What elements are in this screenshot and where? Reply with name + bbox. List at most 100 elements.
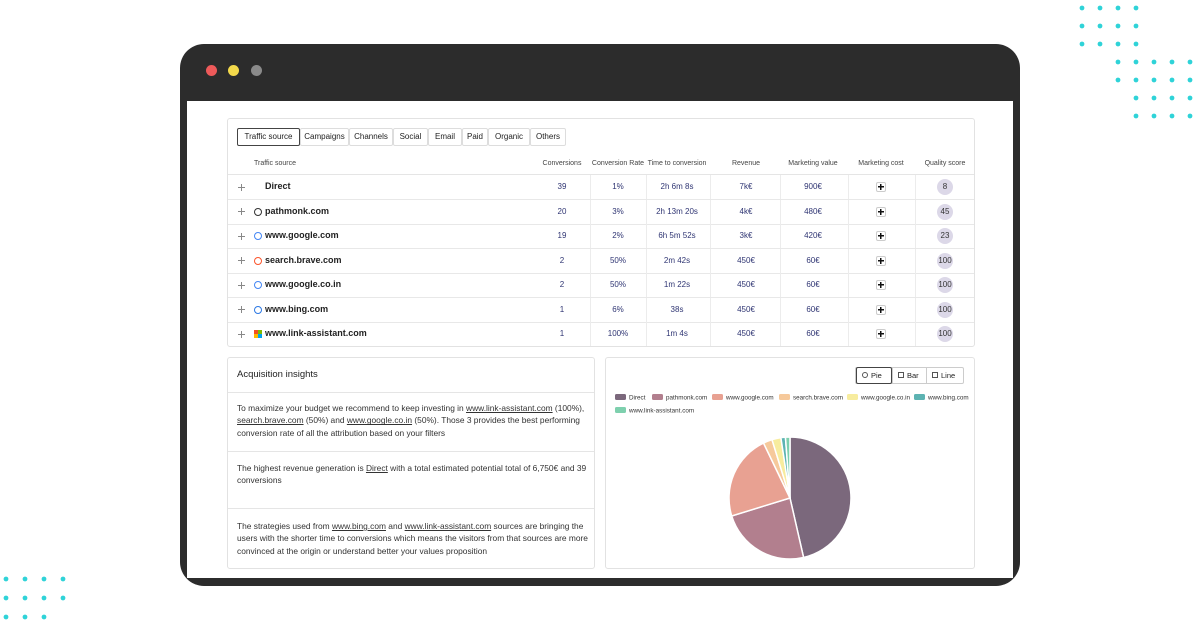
- insight-text-part: and: [385, 521, 405, 531]
- cell-value: 450€: [737, 280, 755, 289]
- decor-dot: [1169, 77, 1175, 83]
- cell-divider: [848, 297, 849, 322]
- insight-text-part: To maximize your budget we recommend to …: [237, 403, 467, 413]
- insight-divider: [228, 508, 594, 509]
- tab[interactable]: Email: [428, 128, 462, 146]
- column-header: Revenue: [731, 160, 761, 167]
- decor-dot: [1133, 113, 1139, 119]
- cell-divider: [915, 248, 916, 273]
- insight-text-part: The strategies used from: [237, 521, 332, 531]
- insight-link[interactable]: www.link-assistant.com: [466, 403, 553, 413]
- expand-button[interactable]: [237, 330, 245, 338]
- toggle-button[interactable]: [856, 367, 892, 384]
- source-icon: [254, 232, 262, 240]
- insight-text-part: (50%) and: [303, 415, 347, 426]
- cell-divider: [915, 199, 916, 224]
- toggle-label: Pie: [871, 371, 882, 380]
- quality-score: 100: [938, 304, 952, 314]
- cell-divider: [915, 322, 916, 346]
- legend-label: pathmonk.com: [666, 395, 707, 402]
- cell-value: 4k€: [739, 206, 753, 216]
- header-divider: [228, 174, 974, 175]
- insight-link[interactable]: www.link-assistant.com: [404, 521, 492, 531]
- cell-value: 20: [557, 206, 567, 216]
- cell-value: 2h 13m 20s: [656, 206, 698, 216]
- insight-text-part: with a total estimated potential total o…: [237, 463, 587, 486]
- marketing-cost-button[interactable]: [876, 255, 886, 266]
- legend-label: www.google.co.in: [860, 395, 911, 402]
- marketing-cost-button[interactable]: [876, 304, 886, 315]
- cell-value: 1: [559, 304, 565, 314]
- decor-dot: [1169, 113, 1175, 119]
- tab[interactable]: Organic: [488, 128, 530, 146]
- insight-divider: [228, 451, 594, 452]
- cell-value: 60€: [806, 329, 820, 338]
- cell-divider: [710, 175, 711, 199]
- marketing-cost-button[interactable]: [876, 280, 886, 290]
- insight-text-part: (50%). Those 3 provides the best perform…: [237, 415, 580, 438]
- cell-divider: [646, 297, 647, 322]
- toggle-button[interactable]: [926, 367, 964, 384]
- decor-dot: [1133, 23, 1139, 29]
- legend-swatch: [914, 394, 925, 400]
- legend-swatch: [615, 394, 626, 400]
- table-panel: [227, 118, 975, 347]
- decor-dot: [1169, 95, 1175, 101]
- cell-divider: [646, 199, 647, 224]
- expand-button[interactable]: [237, 183, 245, 191]
- expand-button[interactable]: [237, 305, 245, 314]
- cell-value: 2: [559, 280, 565, 289]
- cell-divider: [780, 175, 781, 199]
- decor-dot: [1187, 77, 1193, 83]
- cell-divider: [590, 297, 591, 322]
- quality-score: 100: [938, 329, 952, 338]
- tab[interactable]: Campaigns: [300, 128, 349, 146]
- toggle-button[interactable]: [892, 367, 926, 384]
- legend-label: Direct: [629, 395, 646, 402]
- marketing-cost-button[interactable]: [876, 206, 886, 217]
- insight-divider: [228, 392, 594, 393]
- pie-slice: [730, 497, 805, 560]
- insight-text: The highest revenue generation is Direct…: [237, 462, 589, 487]
- cell-divider: [590, 273, 591, 297]
- cell-divider: [848, 322, 849, 346]
- cell-divider: [848, 175, 849, 199]
- tab[interactable]: Channels: [349, 128, 393, 146]
- expand-button[interactable]: [237, 281, 245, 289]
- cell-divider: [590, 248, 591, 273]
- legend-swatch: [712, 394, 723, 400]
- cell-value: 3%: [612, 206, 624, 216]
- cell-value: 100%: [607, 329, 629, 338]
- source-name: www.google.com: [265, 230, 339, 240]
- tab[interactable]: Traffic source: [237, 128, 300, 146]
- insight-link[interactable]: Direct: [365, 463, 388, 473]
- source-icon: [254, 281, 262, 289]
- legend-label: www.link-assistant.com: [628, 408, 694, 415]
- tab[interactable]: Others: [530, 128, 566, 146]
- decor-dot: [22, 595, 28, 601]
- tab[interactable]: Social: [393, 128, 428, 146]
- marketing-cost-button[interactable]: [876, 231, 886, 241]
- marketing-cost-button[interactable]: [876, 329, 886, 339]
- cell-value: 450€: [737, 255, 755, 265]
- row-divider: [228, 272, 974, 274]
- column-header: Quality score: [924, 160, 966, 167]
- expand-button[interactable]: [237, 256, 245, 265]
- tab[interactable]: Paid: [462, 128, 488, 146]
- pie-slice: [789, 436, 852, 559]
- source-name: www.bing.com: [265, 303, 329, 314]
- decor-dot: [1169, 59, 1175, 65]
- marketing-cost-button[interactable]: [876, 182, 886, 192]
- column-header: Time to conversion: [647, 160, 707, 167]
- insight-link[interactable]: www.google.co.in: [346, 415, 413, 426]
- legend-label: www.google.com: [725, 395, 774, 402]
- insight-link[interactable]: www.bing.com: [331, 521, 386, 531]
- expand-button[interactable]: [237, 207, 245, 216]
- cell-divider: [646, 322, 647, 346]
- expand-button[interactable]: [237, 232, 245, 240]
- insight-link[interactable]: search.brave.com: [237, 415, 304, 426]
- quality-score: 100: [938, 255, 952, 265]
- cell-value: 39: [557, 182, 567, 191]
- quality-score: 100: [938, 280, 952, 289]
- cell-value: 480€: [804, 206, 822, 216]
